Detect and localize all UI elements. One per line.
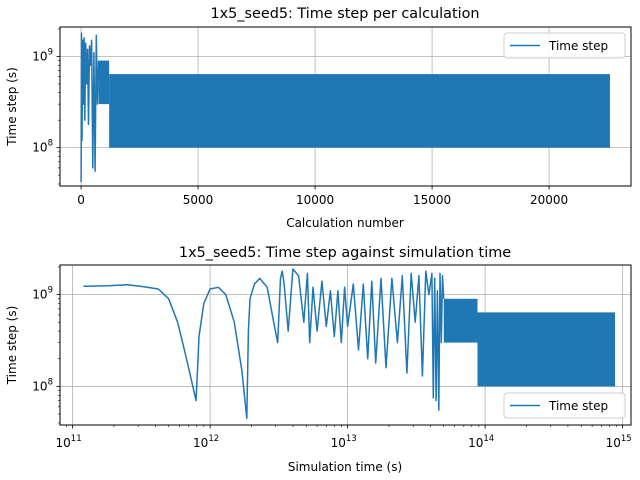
chart-1-series-time-step [80, 32, 610, 183]
chart-2-y-tick-label: 108 [32, 377, 53, 393]
chart-1-x-axis: 0 5000 10000 15000 20000 [77, 186, 568, 207]
chart-2-line-transient [83, 268, 445, 420]
chart-2-x-tick-label: 1014 [468, 434, 494, 450]
chart-2-y-axis-label: Time step (s) [5, 306, 19, 386]
chart-1-legend-box [503, 32, 626, 59]
chart-2: 1x5_seed5: Time step against simulation … [5, 245, 632, 474]
chart-2-x-tick-label: 1011 [56, 434, 82, 450]
chart-1-legend-label: Time step [548, 39, 608, 53]
chart-2-x-axis-label: Simulation time (s) [288, 460, 402, 474]
chart-1: 1x5_seed5: Time step per calculation 0 50… [5, 6, 632, 230]
chart-2-y-tick-label: 109 [32, 286, 53, 302]
chart-2-x-axis: 1011 1012 1013 1014 1015 [56, 425, 632, 450]
chart-1-oscillation-band-1 [98, 60, 110, 105]
chart-2-oscillation-band-2 [477, 312, 616, 387]
chart-2-legend-label: Time step [548, 399, 608, 413]
chart-1-x-tick-label: 10000 [296, 193, 334, 207]
chart-2-oscillation-band-1 [443, 298, 478, 343]
chart-1-y-tick-label: 108 [32, 139, 53, 155]
chart-1-y-tick-label: 109 [32, 47, 53, 63]
chart-1-x-tick-label: 0 [77, 193, 85, 207]
chart-1-legend: Time step [503, 32, 626, 59]
chart-2-x-tick-label: 1015 [606, 434, 632, 450]
chart-1-oscillation-band-2 [109, 74, 610, 148]
chart-2-title: 1x5_seed5: Time step against simulation … [179, 245, 511, 261]
chart-2-x-tick-label: 1012 [193, 434, 219, 450]
chart-2-x-tick-label: 1013 [331, 434, 357, 450]
chart-2-y-axis: 108 109 [32, 266, 60, 424]
chart-1-y-axis: 108 109 [32, 28, 60, 185]
chart-1-x-tick-label: 20000 [530, 193, 568, 207]
chart-2-plot-frame [59, 264, 632, 426]
chart-2-legend-box [503, 392, 626, 419]
chart-1-x-tick-label: 15000 [413, 193, 451, 207]
chart-1-x-tick-label: 5000 [183, 193, 214, 207]
chart-1-line-transient [80, 32, 100, 183]
chart-1-x-axis-label: Calculation number [286, 216, 404, 230]
chart-2-series-time-step [83, 268, 616, 420]
chart-1-title: 1x5_seed5: Time step per calculation [210, 6, 479, 22]
chart-2-legend: Time step [503, 392, 626, 419]
chart-1-plot-frame [59, 26, 632, 187]
chart-1-y-axis-label: Time step (s) [5, 67, 19, 147]
